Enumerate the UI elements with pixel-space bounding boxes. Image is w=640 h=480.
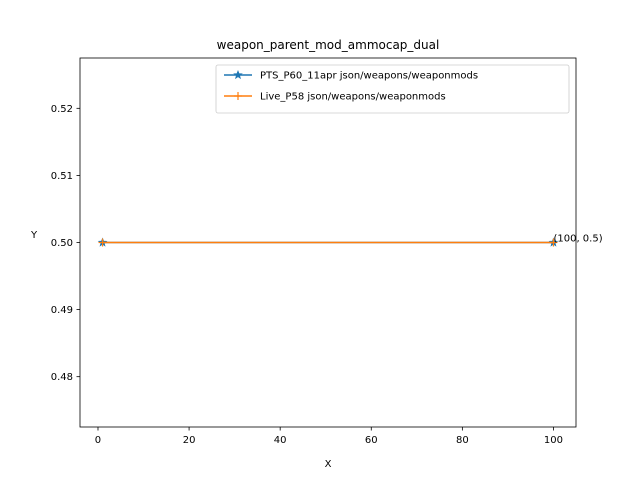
y-tick-label-2: 0.50 — [51, 238, 73, 249]
annotation-0: (100, 0.5) — [553, 234, 602, 245]
legend: PTS_P60_11apr json/weapons/weaponmods Liv… — [215, 64, 570, 114]
plot-area: (100, 0.5) — [97, 234, 603, 247]
series-1-point-0 — [98, 238, 107, 247]
y-tick-label-3: 0.51 — [51, 171, 73, 182]
x-tick-label-5: 100 — [544, 435, 563, 446]
legend-swatch-marker-1 — [234, 92, 242, 100]
legend-label-1: Live_P58 json/weapons/weaponmods — [260, 92, 446, 103]
x-tick-label-2: 40 — [274, 435, 287, 446]
y-axis-title: Y — [30, 230, 38, 241]
legend-entry-0: PTS_P60_11apr json/weapons/weaponmods — [224, 69, 478, 82]
legend-box — [215, 64, 570, 114]
series-1 — [98, 238, 558, 247]
y-tick-label-4: 0.52 — [51, 104, 73, 115]
x-axis-title: X — [325, 459, 332, 470]
series-1-point-1 — [549, 238, 558, 247]
x-tick-label-3: 60 — [365, 435, 378, 446]
x-tick-label-1: 20 — [183, 435, 196, 446]
chart-title: weapon_parent_mod_ammocap_dual — [217, 38, 440, 52]
legend-label-0: PTS_P60_11apr json/weapons/weaponmods — [260, 71, 478, 82]
legend-entry-1: Live_P58 json/weapons/weaponmods — [224, 92, 446, 103]
x-tick-label-0: 0 — [95, 435, 101, 446]
legend-swatch-marker-0 — [233, 69, 243, 80]
x-tick-label-4: 80 — [456, 435, 469, 446]
y-tick-label-1: 0.49 — [51, 305, 73, 316]
axes: 0 20 40 60 80 100 0.48 0.49 0.50 0.51 0.52 — [51, 57, 577, 446]
y-tick-label-0: 0.48 — [51, 372, 73, 383]
